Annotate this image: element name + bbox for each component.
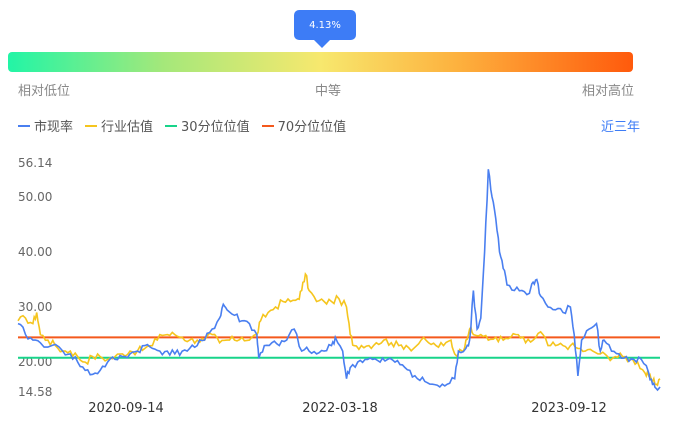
industry-series-line [17, 271, 661, 387]
legend-swatch-p70 [261, 124, 274, 127]
legend-swatch-p30 [165, 124, 178, 127]
legend-item-p30[interactable]: 30分位位值 [165, 116, 250, 135]
legend-label-pe: 市现率 [34, 120, 74, 135]
y-tick-label: 14.58 [18, 385, 52, 399]
x-tick-label: 2022-03-18 [302, 401, 378, 416]
low-label: 相对低位 [18, 84, 71, 99]
chart-lines [17, 169, 661, 392]
legend-label-p30: 30分位位值 [181, 120, 250, 135]
y-tick-label: 50.00 [18, 190, 52, 204]
y-tick-label: 40.00 [18, 245, 52, 259]
y-tick-label: 56.14 [18, 156, 52, 170]
legend-label-p70: 70分位位值 [277, 120, 347, 135]
legend-label-industry: 行业估值 [101, 120, 154, 135]
pe-series-line [17, 169, 661, 392]
legend-swatch-pe [18, 124, 30, 127]
valuation-gradient-bar [8, 52, 633, 72]
high-label: 相对高位 [582, 84, 635, 99]
x-tick-label: 2020-09-14 [88, 401, 164, 416]
x-axis: 2020-09-14 2022-03-18 2023-09-12 [88, 401, 607, 416]
y-tick-label: 30.00 [18, 300, 52, 314]
legend-item-p70[interactable]: 70分位位值 [261, 116, 347, 135]
period-selector[interactable]: 近三年 [600, 120, 640, 135]
x-tick-label: 2023-09-12 [531, 401, 607, 416]
percentile-value: 4.13% [309, 19, 341, 31]
tooltip-pointer-icon [314, 40, 330, 48]
legend-item-pe[interactable]: 市现率 [18, 116, 73, 135]
mid-label: 中等 [315, 84, 342, 99]
percentile-tooltip: 4.13% [294, 10, 356, 40]
chart-legend: 市现率 行业估值 30分位位值 70分位位值 [18, 116, 346, 135]
legend-swatch-industry [85, 124, 98, 127]
legend-item-industry[interactable]: 行业估值 [85, 116, 153, 135]
